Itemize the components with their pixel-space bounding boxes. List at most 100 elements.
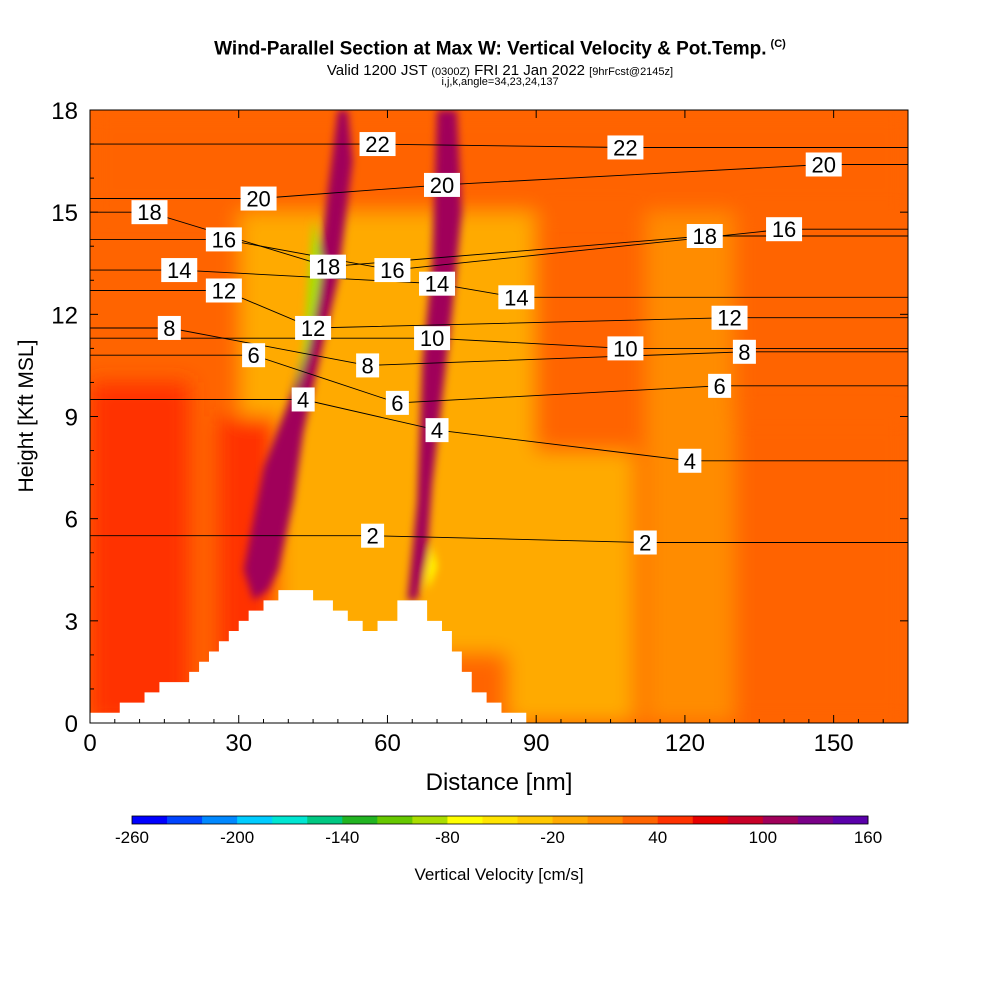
x-axis-label: Distance [nm] (426, 769, 573, 796)
chart-title: Wind-Parallel Section at Max W: Vertical… (214, 38, 786, 60)
colorbar-swatch (167, 816, 203, 824)
colorbar-swatch (132, 816, 168, 824)
terrain-profile (90, 590, 908, 723)
svg-text:18: 18 (692, 224, 716, 249)
colorbar-swatch (762, 816, 799, 824)
svg-text:14: 14 (504, 285, 528, 310)
contour-label: 18 (131, 200, 168, 225)
x-tick-label: 150 (814, 730, 854, 757)
colorbar-swatch (377, 816, 413, 824)
contour-label: 6 (242, 343, 266, 368)
colorbar-swatch (272, 816, 308, 824)
contour-label: 16 (374, 258, 411, 283)
svg-text:8: 8 (163, 316, 175, 341)
x-tick-label: 60 (374, 730, 401, 757)
contour-label: 22 (607, 135, 644, 160)
grid-info: i,j,k,angle=34,23,24,137 (441, 76, 559, 88)
colorbar-swatch (692, 816, 729, 824)
colorbar-tick-label: -140 (325, 828, 359, 847)
svg-text:10: 10 (420, 326, 444, 351)
contour-label: 10 (414, 326, 451, 351)
contour-label: 20 (423, 172, 460, 198)
y-axis-label: Height [Kft MSL] (15, 340, 38, 493)
contour-label: 22 (359, 132, 396, 157)
svg-text:16: 16 (380, 258, 404, 283)
velocity-field (90, 110, 908, 723)
colorbar-swatch (587, 816, 624, 824)
colorbar-swatch (237, 816, 273, 824)
contour-label: 18 (686, 224, 723, 249)
contour-label: 6 (385, 390, 409, 416)
colorbar-tick-label: -20 (540, 828, 565, 847)
svg-text:20: 20 (430, 173, 454, 198)
y-tick-label: 6 (65, 507, 78, 534)
contour-label: 8 (157, 315, 181, 341)
colorbar-tick-label: -80 (435, 828, 460, 847)
contour-label: 2 (361, 523, 385, 549)
updraft-core (243, 110, 353, 601)
contour-label: 16 (766, 217, 803, 242)
velocity-band (734, 416, 908, 723)
colorbar-swatch (517, 816, 554, 824)
svg-text:2: 2 (366, 524, 378, 549)
contour-label: 12 (205, 278, 242, 303)
copyright-mark: (C) (770, 38, 786, 50)
valid-date: FRI 21 Jan 2022 (474, 62, 585, 79)
contour-label: 14 (498, 285, 535, 310)
svg-text:6: 6 (391, 391, 403, 416)
colorbar-tick-label: -260 (115, 828, 149, 847)
colorbar-swatch (202, 816, 238, 824)
svg-text:22: 22 (365, 132, 389, 157)
colorbar-swatch (552, 816, 589, 824)
contour-label: 2 (633, 530, 657, 556)
svg-text:12: 12 (301, 316, 325, 341)
colorbar-swatch (307, 816, 343, 824)
colorbar-tick-label: 160 (854, 828, 882, 847)
contour-label: 6 (708, 373, 732, 399)
colorbar-swatch (482, 816, 519, 824)
svg-text:20: 20 (811, 152, 835, 177)
contour-label: 18 (309, 254, 346, 280)
axes: 0 30 60 90 120 150 0 3 6 9 12 15 18 (51, 98, 908, 757)
velocity-band (90, 110, 908, 213)
colorbar-swatch (447, 816, 483, 824)
svg-text:8: 8 (738, 340, 750, 365)
colorbar-swatch (657, 816, 694, 824)
colorbar-swatch (622, 816, 659, 824)
svg-text:16: 16 (772, 217, 796, 242)
terrain (90, 590, 908, 723)
colorbar-tick-label: -200 (220, 828, 254, 847)
valid-time: Valid 1200 JST (326, 62, 428, 79)
svg-text:4: 4 (297, 387, 309, 412)
svg-text:4: 4 (431, 418, 443, 443)
chart-subtitle: Valid 1200 JST (0300Z) FRI 21 Jan 2022 [… (0, 62, 1000, 79)
contour-label: 10 (607, 336, 644, 361)
y-tick-label: 9 (65, 405, 78, 432)
svg-text:2: 2 (639, 531, 651, 556)
y-tick-label: 15 (51, 200, 78, 227)
colorbar-swatch (412, 816, 448, 824)
contour-label: 8 (732, 339, 756, 365)
theta-contour (90, 535, 908, 543)
svg-text:12: 12 (212, 278, 236, 303)
y-tick-label: 18 (51, 98, 78, 125)
contour-label: 20 (805, 152, 842, 177)
theta-contour (90, 337, 908, 349)
svg-text:14: 14 (167, 258, 191, 283)
x-tick-label: 90 (523, 730, 550, 757)
x-tick-label: 30 (225, 730, 252, 757)
forecast-info: [9hrFcst@2145z] (589, 66, 674, 78)
contour-label: 14 (161, 258, 198, 283)
svg-text:14: 14 (425, 272, 449, 297)
colorbar-tick-label: 100 (749, 828, 777, 847)
svg-text:20: 20 (246, 187, 270, 212)
colorbar-label: Vertical Velocity [cm/s] (414, 865, 583, 884)
theta-contour (90, 143, 908, 148)
contour-label: 4 (678, 448, 702, 474)
contour-label: 16 (205, 227, 242, 252)
colorbar-swatch (727, 816, 764, 824)
x-tick-label: 0 (83, 730, 96, 757)
